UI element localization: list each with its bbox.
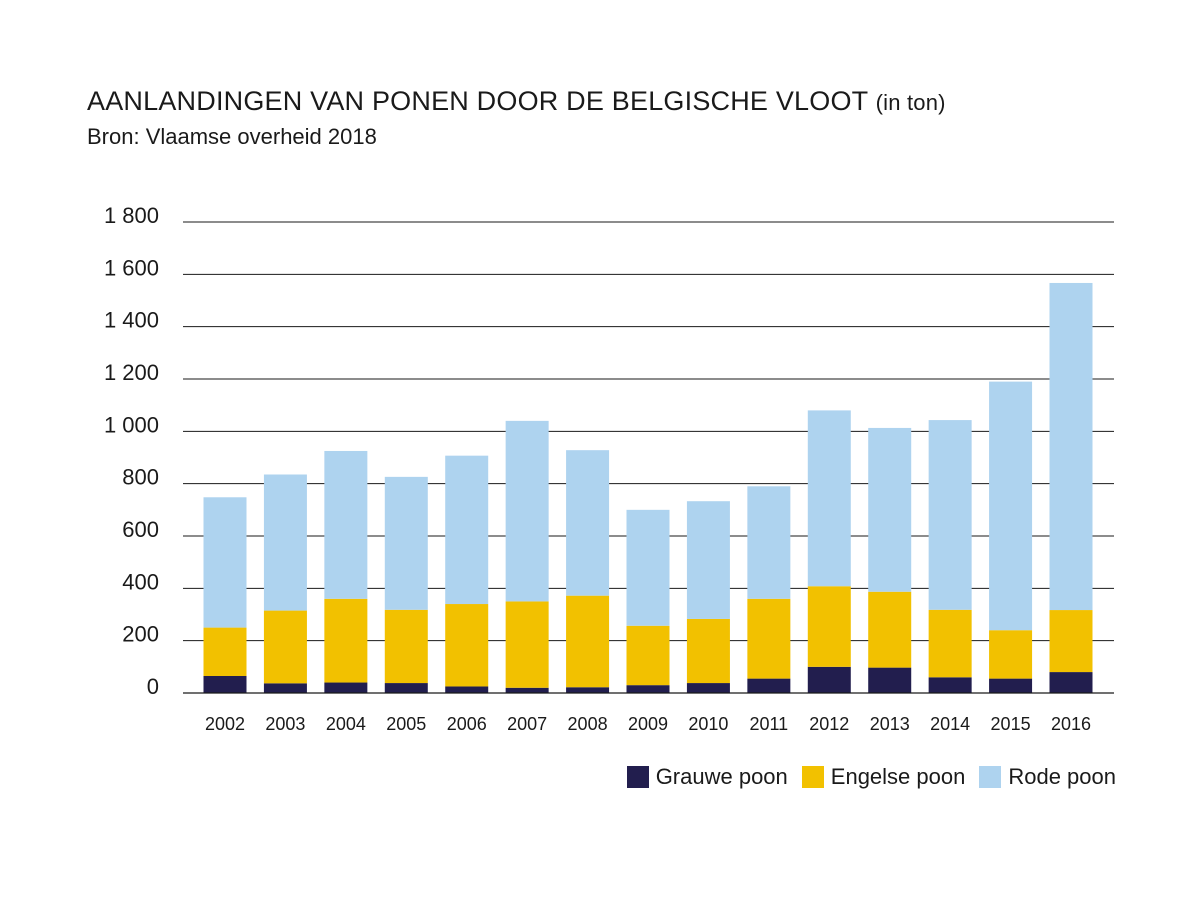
x-tick-label-2002: 2002 — [205, 714, 245, 734]
y-tick-label-600: 600 — [122, 517, 159, 542]
bar-engelse-poon-2003 — [263, 610, 307, 684]
x-tick-label-2009: 2009 — [628, 714, 668, 734]
bar-grauwe-poon-2016 — [1049, 672, 1093, 693]
chart-title: AANLANDINGEN VAN PONEN DOOR DE BELGISCHE… — [87, 86, 946, 117]
bar-engelse-poon-2014 — [928, 609, 972, 678]
bar-engelse-poon-2013 — [868, 591, 912, 668]
bar-rode-poon-2004 — [324, 450, 368, 599]
bar-rode-poon-2008 — [566, 450, 610, 596]
bar-grauwe-poon-2014 — [928, 677, 972, 693]
bar-grauwe-poon-2010 — [686, 683, 730, 693]
bar-rode-poon-2015 — [989, 381, 1033, 631]
bar-grauwe-poon-2013 — [868, 667, 912, 693]
bar-engelse-poon-2006 — [445, 604, 489, 687]
bar-rode-poon-2013 — [868, 427, 912, 592]
legend-item-rode-poon: Rode poon — [979, 764, 1116, 790]
y-tick-label-1600: 1 600 — [104, 255, 159, 280]
bar-engelse-poon-2015 — [989, 630, 1033, 679]
bar-rode-poon-2006 — [445, 455, 489, 605]
bar-rode-poon-2011 — [747, 486, 791, 599]
legend-label-engelse-poon: Engelse poon — [830, 764, 966, 789]
legend-label-rode-poon: Rode poon — [1008, 764, 1116, 789]
y-tick-label-1800: 1 800 — [104, 203, 159, 228]
bar-rode-poon-2005 — [384, 476, 428, 610]
x-tick-label-2013: 2013 — [870, 714, 910, 734]
bar-grauwe-poon-2003 — [263, 683, 307, 693]
bar-engelse-poon-2009 — [626, 625, 670, 686]
x-tick-label-2010: 2010 — [688, 714, 728, 734]
x-tick-label-2008: 2008 — [568, 714, 608, 734]
bar-grauwe-poon-2008 — [566, 687, 610, 693]
bar-grauwe-poon-2004 — [324, 682, 368, 693]
chart-subtitle: Bron: Vlaamse overheid 2018 — [87, 124, 377, 149]
x-tick-label-2012: 2012 — [809, 714, 849, 734]
legend-swatch-rode-poon — [979, 766, 1002, 788]
y-tick-label-1200: 1 200 — [104, 360, 159, 385]
bar-rode-poon-2014 — [928, 420, 972, 610]
bar-rode-poon-2012 — [807, 410, 851, 587]
legend: Grauwe poon Engelse poon Rode poon — [613, 764, 1116, 790]
x-tick-label-2016: 2016 — [1051, 714, 1091, 734]
bar-engelse-poon-2012 — [807, 586, 851, 667]
chart-title-unit: (in ton) — [875, 90, 946, 115]
x-tick-label-2006: 2006 — [447, 714, 487, 734]
bar-grauwe-poon-2015 — [989, 678, 1033, 693]
bar-rode-poon-2003 — [263, 474, 307, 611]
x-tick-label-2011: 2011 — [749, 714, 788, 734]
bar-grauwe-poon-2005 — [384, 683, 428, 693]
x-tick-label-2007: 2007 — [507, 714, 547, 734]
bar-engelse-poon-2011 — [747, 598, 791, 679]
legend-label-grauwe-poon: Grauwe poon — [655, 764, 788, 789]
x-tick-label-2005: 2005 — [386, 714, 426, 734]
x-tick-label-2014: 2014 — [930, 714, 970, 734]
y-tick-label-200: 200 — [122, 622, 159, 647]
bar-engelse-poon-2007 — [505, 601, 549, 688]
legend-swatch-engelse-poon — [801, 766, 824, 788]
legend-item-grauwe-poon: Grauwe poon — [626, 764, 788, 790]
bar-rode-poon-2016 — [1049, 282, 1093, 611]
bar-engelse-poon-2016 — [1049, 610, 1093, 673]
y-tick-label-1000: 1 000 — [104, 412, 159, 437]
bar-grauwe-poon-2011 — [747, 678, 791, 693]
legend-swatch-grauwe-poon — [626, 766, 649, 788]
bar-engelse-poon-2002 — [203, 627, 247, 676]
bar-engelse-poon-2008 — [566, 595, 610, 688]
bar-grauwe-poon-2002 — [203, 675, 247, 693]
x-tick-label-2004: 2004 — [326, 714, 366, 734]
bar-engelse-poon-2005 — [384, 609, 428, 684]
x-tick-label-2003: 2003 — [265, 714, 305, 734]
legend-item-engelse-poon: Engelse poon — [801, 764, 966, 790]
x-tick-label-2015: 2015 — [991, 714, 1031, 734]
bar-engelse-poon-2004 — [324, 598, 368, 683]
y-tick-label-800: 800 — [122, 465, 159, 490]
bar-rode-poon-2009 — [626, 509, 670, 626]
bar-grauwe-poon-2009 — [626, 685, 670, 693]
bar-grauwe-poon-2006 — [445, 686, 489, 693]
bar-grauwe-poon-2012 — [807, 666, 851, 693]
chart-title-text: AANLANDINGEN VAN PONEN DOOR DE BELGISCHE… — [87, 86, 868, 116]
bar-grauwe-poon-2007 — [505, 687, 549, 693]
bar-rode-poon-2010 — [686, 501, 730, 619]
bar-rode-poon-2007 — [505, 420, 549, 602]
y-tick-label-0: 0 — [147, 674, 159, 699]
bar-engelse-poon-2010 — [686, 618, 730, 684]
y-tick-label-1400: 1 400 — [104, 308, 159, 333]
bar-rode-poon-2002 — [203, 497, 247, 628]
y-tick-label-400: 400 — [122, 569, 159, 594]
